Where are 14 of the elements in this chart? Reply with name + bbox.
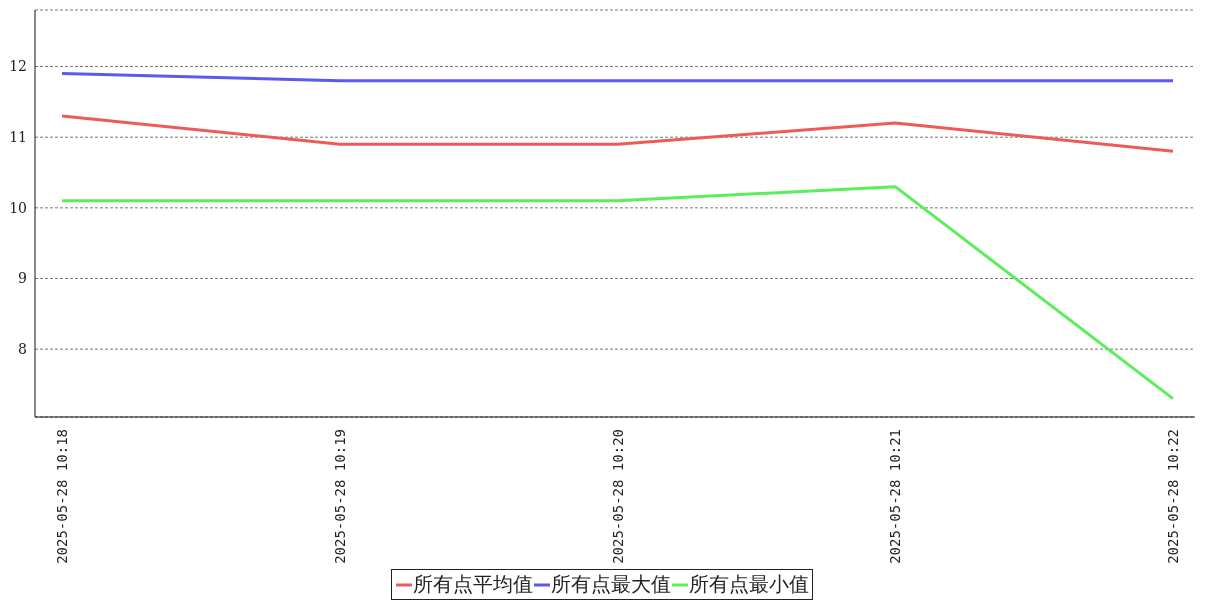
x-tick-label: 2025-05-28 10:20 xyxy=(609,429,626,564)
legend-label: 所有点最小值 xyxy=(688,571,809,598)
y-tick-label: 12 xyxy=(9,58,27,75)
y-tick-label: 10 xyxy=(9,199,27,216)
x-tick-label: 2025-05-28 10:18 xyxy=(54,429,70,564)
x-tick-label: 2025-05-28 10:22 xyxy=(1165,429,1181,564)
y-tick-label: 8 xyxy=(18,341,27,358)
x-tick-label: 2025-05-28 10:19 xyxy=(331,429,348,564)
line-series xyxy=(60,114,1175,153)
legend-label: 所有点平均值 xyxy=(412,571,533,598)
x-tick-label: 2025-05-28 10:21 xyxy=(887,429,904,564)
legend-label: 所有点最大值 xyxy=(550,571,671,598)
y-tick-label: 9 xyxy=(18,270,27,287)
y-tick-label: 11 xyxy=(9,129,27,146)
